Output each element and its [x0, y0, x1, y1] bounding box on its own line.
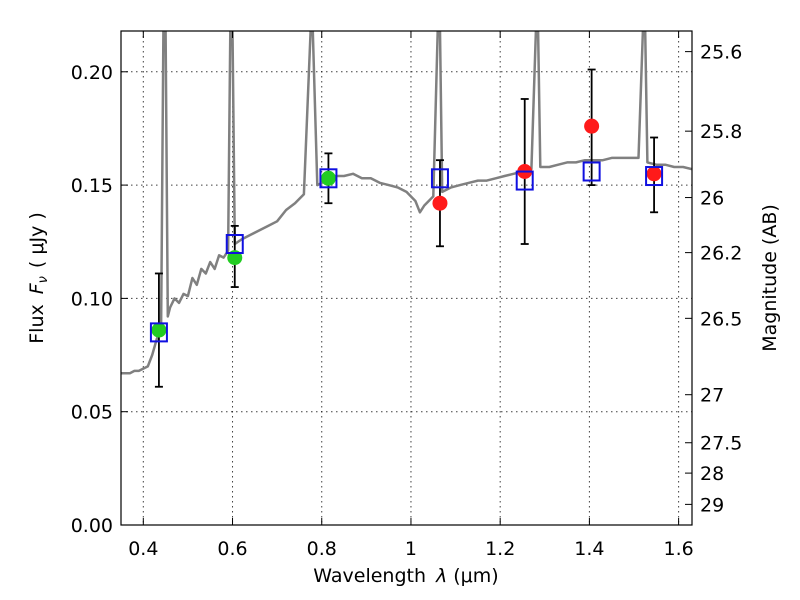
data-point: [151, 322, 167, 338]
plot-frame: [120, 30, 693, 526]
y2-tick-label: 26.2: [700, 243, 742, 265]
x-tick-label: 1: [405, 538, 417, 560]
x-tick-label: 0.6: [217, 538, 247, 560]
grid: [121, 31, 692, 526]
x-axis-label-symbol: λ: [435, 565, 447, 587]
model-flux-square: [430, 168, 449, 189]
y2-axis-label: Magnitude (AB): [759, 204, 781, 352]
x-axis-label-unit: (μm): [453, 565, 498, 587]
model-flux-square: [515, 170, 534, 191]
y-axis-label-text: Flux: [26, 304, 48, 344]
y-axis-label-unit: ( μJy ): [26, 212, 48, 268]
x-axis-label: Wavelength λ (μm): [313, 565, 498, 587]
data-point: [646, 166, 662, 182]
y2-tick-label: 27: [700, 385, 724, 407]
y2-tick-label: 27.5: [700, 433, 742, 455]
y-tick-label: 0.10: [71, 288, 113, 310]
x-axis-label-text: Wavelength: [313, 565, 426, 587]
template-spectrum-line: [121, 31, 692, 375]
y-tick-label: 0.15: [71, 175, 113, 197]
y2-tick-label: 26.5: [700, 308, 742, 330]
y2-tick-label: 25.8: [700, 121, 742, 143]
y2-tick-label: 26: [700, 188, 724, 210]
x-tick-label: 1.6: [664, 538, 694, 560]
model-flux-square: [225, 234, 244, 255]
model-flux-square: [582, 161, 601, 182]
model-flux-square: [149, 322, 168, 343]
model-flux-square: [319, 168, 338, 189]
y-axis-label-symbol: F: [26, 282, 48, 294]
data-point: [432, 195, 448, 211]
model-flux-square: [645, 166, 664, 187]
x-tick-label: 0.4: [128, 538, 158, 560]
y-tick-label: 0.00: [71, 515, 113, 537]
data-point: [320, 170, 336, 186]
y2-tick-label: 29: [700, 494, 724, 516]
x-tick-label: 1.2: [485, 538, 515, 560]
y-tick-label: 0.20: [71, 62, 113, 84]
data-markers: [149, 118, 664, 343]
data-point: [584, 118, 600, 134]
x-tick-label: 1.4: [574, 538, 604, 560]
y-tick-label: 0.05: [71, 402, 113, 424]
y-axis-label-subscript: ν: [36, 276, 51, 283]
template-spectrum: [121, 31, 692, 375]
axis-ticks: 0.4 0.6 0.8 1 1.2 1.4 1.6 0.00 0.05 0.10 0.15 0.20 2…: [71, 31, 742, 560]
y2-tick-label: 28: [700, 463, 724, 485]
y-axis-label: Flux Fν ( μJy ): [26, 212, 51, 344]
y2-tick-label: 25.6: [700, 42, 742, 64]
x-tick-label: 0.8: [307, 538, 337, 560]
